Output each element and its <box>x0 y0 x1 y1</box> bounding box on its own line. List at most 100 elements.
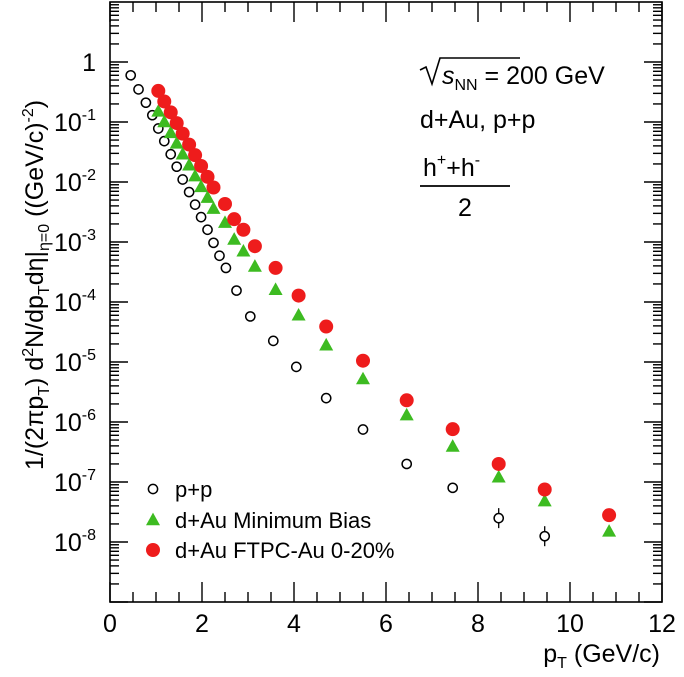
point-dau-minbias <box>399 407 414 421</box>
point-pp <box>357 424 369 435</box>
point-dau-ftpc-central <box>194 158 209 173</box>
point-dau-ftpc-central <box>268 260 283 275</box>
point-dau-minbias <box>188 168 203 182</box>
point-dau-minbias <box>356 371 370 385</box>
point-dau-minbias <box>194 179 209 193</box>
point-dau-ftpc-central <box>157 94 172 109</box>
point-dau-ftpc-central <box>399 393 414 408</box>
point-dau-ftpc-central <box>356 353 370 368</box>
point-pp <box>183 186 195 198</box>
point-dau-ftpc-central <box>206 180 221 195</box>
legend-label-dau-ftpc-central: d+Au FTPC-Au 0-20% <box>175 538 394 563</box>
point-pp <box>320 392 332 404</box>
point-dau-ftpc-central <box>602 508 617 523</box>
x-tick-label: 4 <box>287 610 301 638</box>
point-dau-minbias <box>169 136 184 149</box>
point-pp <box>140 97 152 109</box>
point-dau-ftpc-central <box>163 105 178 120</box>
point-pp <box>195 211 207 223</box>
point-pp <box>171 161 183 173</box>
point-pp <box>220 262 232 274</box>
point-pp <box>290 361 302 373</box>
point-dau-ftpc-central <box>247 239 262 254</box>
point-pp <box>202 224 213 236</box>
x-tick-label: 0 <box>103 610 117 638</box>
y-tick-label: 10-4 <box>54 287 96 317</box>
point-dau-minbias <box>218 215 232 228</box>
point-pp <box>189 199 201 210</box>
point-dau-minbias <box>445 439 460 452</box>
x-tick-label: 8 <box>471 610 485 638</box>
legend-label-pp: p+p <box>175 477 212 502</box>
point-pp <box>208 237 219 249</box>
data-points <box>125 69 617 547</box>
point-pp <box>231 285 242 296</box>
ratio-denominator: 2 <box>458 194 472 222</box>
point-pp <box>244 311 256 322</box>
y-axis-ticks: 1 10-1 10-2 10-3 10-4 10-5 10-6 10-7 10-8 <box>54 4 662 603</box>
point-dau-minbias <box>182 157 197 171</box>
point-dau-minbias <box>247 259 262 272</box>
point-dau-minbias <box>157 114 172 128</box>
point-pp <box>539 530 551 542</box>
point-pp <box>165 148 177 160</box>
point-pp <box>177 174 189 185</box>
point-dau-ftpc-central <box>151 83 166 98</box>
y-tick-label: 1 <box>82 49 96 77</box>
point-dau-minbias <box>537 493 552 507</box>
x-tick-label: 2 <box>195 610 209 638</box>
point-pp <box>214 250 225 262</box>
y-tick-label: 10-8 <box>54 527 96 557</box>
point-dau-ftpc-central <box>200 169 215 184</box>
ratio-annotation: h++h- 2 <box>420 152 510 222</box>
x-axis-title: pT (GeV/c) <box>543 640 660 672</box>
point-dau-ftpc-central <box>291 288 306 303</box>
legend-marker-dau-ftpc-central <box>146 543 160 557</box>
point-dau-ftpc-central <box>169 116 184 131</box>
point-dau-ftpc-central <box>175 126 190 141</box>
point-dau-ftpc-central <box>182 137 197 152</box>
point-dau-minbias <box>236 243 251 257</box>
point-dau-minbias <box>227 232 242 245</box>
legend: p+p d+Au Minimum Bias d+Au FTPC-Au 0-20% <box>146 477 394 563</box>
x-tick-label: 6 <box>379 610 393 638</box>
point-pp <box>267 335 279 347</box>
y-axis-title: 1/(2πpT) d2N/dpTdη|η=0 ((GeV/c)-2) <box>20 100 53 470</box>
point-dau-minbias <box>175 146 190 160</box>
point-dau-minbias <box>268 282 283 296</box>
point-dau-minbias <box>206 201 221 214</box>
point-pp <box>158 135 170 147</box>
point-pp <box>493 512 505 524</box>
point-dau-ftpc-central <box>319 319 334 334</box>
point-dau-ftpc-central <box>188 148 203 163</box>
point-dau-ftpc-central <box>236 222 251 237</box>
point-dau-minbias <box>200 190 215 203</box>
y-tick-label: 10-3 <box>54 227 96 257</box>
legend-label-dau-minbias: d+Au Minimum Bias <box>175 508 371 533</box>
point-dau-minbias <box>151 104 166 117</box>
y-tick-label: 10-2 <box>54 167 96 197</box>
x-tick-label: 10 <box>556 610 584 638</box>
point-pp <box>401 458 413 470</box>
y-tick-label: 10-7 <box>54 467 96 497</box>
point-dau-ftpc-central <box>445 422 460 437</box>
energy-annotation: sNN = 200 GeV <box>419 57 605 94</box>
point-dau-ftpc-central <box>491 456 506 471</box>
point-dau-ftpc-central <box>537 482 552 497</box>
point-dau-minbias <box>602 524 617 537</box>
system-annotation: d+Au, p+p <box>420 106 535 134</box>
point-dau-ftpc-central <box>218 196 232 211</box>
ratio-numerator: h++h- <box>423 152 480 182</box>
point-dau-ftpc-central <box>227 212 242 227</box>
point-pp <box>447 482 459 494</box>
y-tick-label: 10-6 <box>54 407 96 437</box>
y-tick-label: 10-1 <box>54 107 96 137</box>
legend-marker-pp <box>147 483 159 495</box>
y-tick-label: 10-5 <box>54 347 96 377</box>
point-dau-minbias <box>491 469 506 483</box>
sqrt-symbol <box>419 57 520 87</box>
x-tick-label: 12 <box>648 610 676 638</box>
point-pp <box>133 84 144 95</box>
point-dau-minbias <box>163 125 178 139</box>
